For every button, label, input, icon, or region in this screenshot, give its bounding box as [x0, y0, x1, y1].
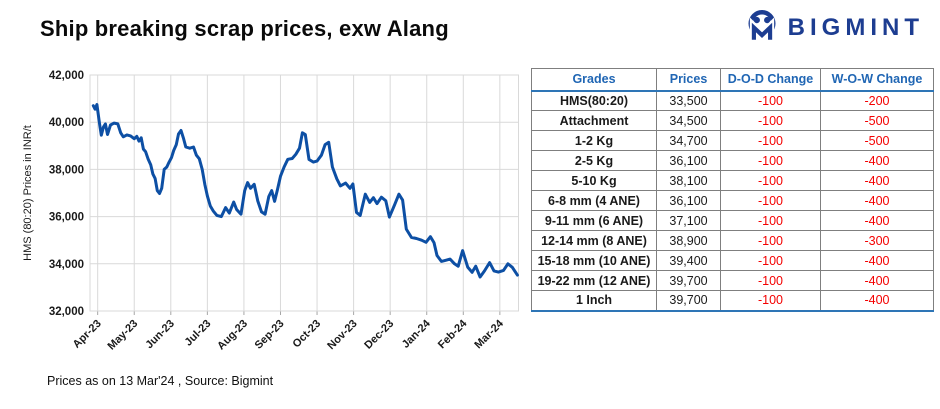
price-cell: 33,500	[656, 90, 721, 111]
y-tick-label: 34,000	[49, 259, 84, 271]
col-header-wow: W-O-W Change	[820, 68, 934, 92]
table-row: Attachment 34,500 -100 -500	[531, 110, 934, 131]
x-tick-label: Nov-23	[325, 318, 359, 352]
grade-cell: 12-14 mm (8 ANE)	[531, 230, 657, 251]
price-trend-chart: 42,000 40,000 38,000 36,000 34,000 32,000 Apr-…	[20, 60, 525, 370]
table-row: 19-22 mm (12 ANE) 39,700 -100 -400	[531, 270, 934, 291]
bigmint-logo: BIGMINT	[744, 8, 924, 48]
dod-change-cell: -100	[720, 270, 821, 291]
grade-cell: 2-5 Kg	[531, 150, 657, 171]
x-tick-label: May-23	[106, 318, 141, 353]
dod-change-cell: -100	[720, 250, 821, 271]
dod-change-cell: -100	[720, 230, 821, 251]
table-header-row: Grades Prices D-O-D Change W-O-W Change	[531, 68, 934, 92]
y-tick-label: 42,000	[49, 70, 84, 82]
dod-change-cell: -100	[720, 210, 821, 231]
table-row: 6-8 mm (4 ANE) 36,100 -100 -400	[531, 190, 934, 211]
wow-change-cell: -200	[820, 90, 934, 111]
page-title: Ship breaking scrap prices, exw Alang	[40, 16, 449, 41]
wow-change-cell: -500	[820, 110, 934, 131]
plot-border	[89, 74, 519, 312]
dod-change-cell: -100	[720, 170, 821, 191]
table-row: 1-2 Kg 34,700 -100 -500	[531, 130, 934, 151]
price-cell: 38,100	[656, 170, 721, 191]
col-header-grades: Grades	[531, 68, 657, 92]
x-tick-label: Sep-23	[253, 318, 287, 352]
price-cell: 37,100	[656, 210, 721, 231]
y-axis-title: HMS (80:20) Prices in INR/t	[22, 125, 34, 261]
chart-canvas: 42,000 40,000 38,000 36,000 34,000 32,000Apr-…	[22, 70, 519, 353]
price-cell: 34,500	[656, 110, 721, 131]
dod-change-cell: -100	[720, 290, 821, 312]
col-header-prices: Prices	[656, 68, 721, 92]
dod-change-cell: -100	[720, 130, 821, 151]
x-tick-label: Jun-23	[143, 318, 177, 352]
price-line	[91, 103, 519, 279]
source-note: Prices as on 13 Mar'24 , Source: Bigmint	[47, 374, 274, 388]
price-cell: 38,900	[656, 230, 721, 251]
wow-change-cell: -400	[820, 210, 934, 231]
wow-change-cell: -400	[820, 270, 934, 291]
grade-cell: 1 Inch	[531, 290, 657, 312]
x-tick-label: Dec-23	[362, 318, 396, 352]
dod-change-cell: -100	[720, 190, 821, 211]
x-tick-label: Jul-23	[183, 318, 214, 349]
table-row: 2-5 Kg 36,100 -100 -400	[531, 150, 934, 171]
wow-change-cell: -400	[820, 250, 934, 271]
x-tick-label: Oct-23	[290, 318, 323, 351]
bigmint-logo-icon	[748, 10, 776, 41]
price-cell: 36,100	[656, 190, 721, 211]
x-tick-label: Apr-23	[71, 318, 104, 351]
price-cell: 34,700	[656, 130, 721, 151]
wow-change-cell: -400	[820, 170, 934, 191]
x-tick-label: Feb-24	[436, 317, 470, 351]
y-tick-label: 40,000	[49, 117, 84, 129]
col-header-dod: D-O-D Change	[720, 68, 821, 92]
bigmint-logo-text: BIGMINT	[787, 14, 924, 41]
price-cell: 39,400	[656, 250, 721, 271]
x-tick-label: Aug-23	[215, 318, 250, 353]
y-tick-label: 32,000	[49, 306, 84, 318]
x-tick-label: Mar-24	[472, 317, 506, 351]
grade-cell: 19-22 mm (12 ANE)	[531, 270, 657, 291]
grade-cell: HMS(80:20)	[531, 90, 657, 111]
price-cell: 36,100	[656, 150, 721, 171]
y-tick-label: 38,000	[49, 164, 84, 176]
table-row: 15-18 mm (10 ANE) 39,400 -100 -400	[531, 250, 934, 271]
grade-cell: 6-8 mm (4 ANE)	[531, 190, 657, 211]
price-cell: 39,700	[656, 270, 721, 291]
y-tick-label: 36,000	[49, 212, 84, 224]
grade-cell: 5-10 Kg	[531, 170, 657, 191]
grade-cell: 1-2 Kg	[531, 130, 657, 151]
dod-change-cell: -100	[720, 150, 821, 171]
prices-table: Grades Prices D-O-D Change W-O-W Change …	[531, 68, 934, 312]
grade-cell: Attachment	[531, 110, 657, 131]
dod-change-cell: -100	[720, 110, 821, 131]
wow-change-cell: -400	[820, 290, 934, 312]
wow-change-cell: -400	[820, 150, 934, 171]
table-row: HMS(80:20) 33,500 -100 -200	[531, 90, 934, 111]
price-cell: 39,700	[656, 290, 721, 312]
x-tick-label: Jan-24	[400, 317, 434, 351]
table-row: 9-11 mm (6 ANE) 37,100 -100 -400	[531, 210, 934, 231]
table-row: 5-10 Kg 38,100 -100 -400	[531, 170, 934, 191]
wow-change-cell: -400	[820, 190, 934, 211]
table-row: 12-14 mm (8 ANE) 38,900 -100 -300	[531, 230, 934, 251]
wow-change-cell: -300	[820, 230, 934, 251]
dod-change-cell: -100	[720, 90, 821, 111]
grade-cell: 15-18 mm (10 ANE)	[531, 250, 657, 271]
grade-cell: 9-11 mm (6 ANE)	[531, 210, 657, 231]
table-row: 1 Inch 39,700 -100 -400	[531, 290, 934, 312]
wow-change-cell: -500	[820, 130, 934, 151]
